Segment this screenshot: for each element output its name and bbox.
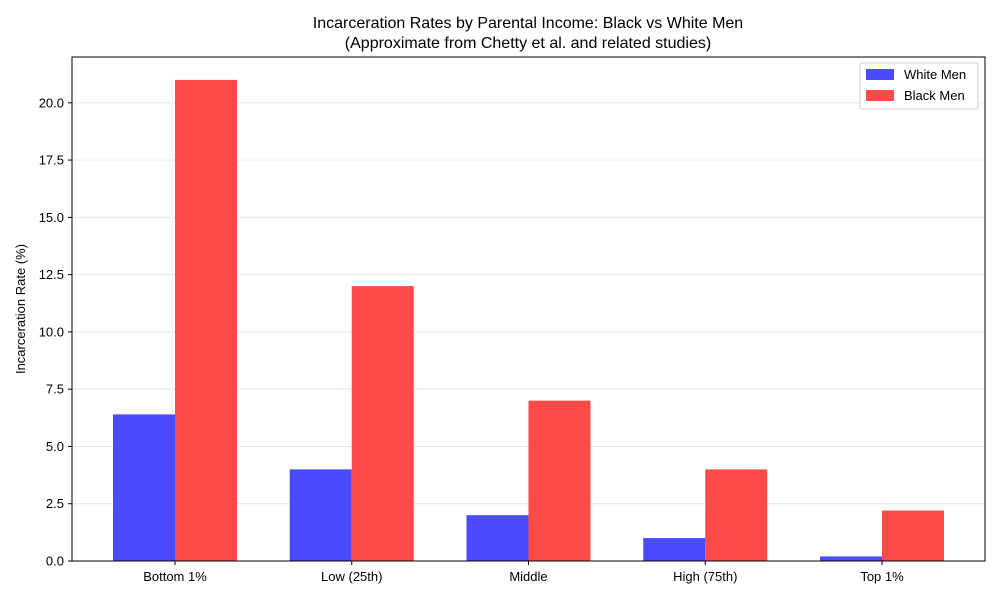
legend-label-white-men: White Men: [904, 67, 966, 82]
chart-title: Incarceration Rates by Parental Income: …: [313, 15, 743, 32]
bar-white-men-2: [466, 515, 529, 561]
bar-black-men-3: [705, 469, 768, 561]
y-tick-label: 20.0: [39, 95, 64, 110]
y-axis-label: Incarceration Rate (%): [13, 244, 28, 374]
y-tick-label: 17.5: [39, 153, 64, 168]
chart-subtitle: (Approximate from Chetty et al. and rela…: [345, 35, 711, 52]
x-tick-label: Top 1%: [860, 569, 904, 584]
legend-swatch-white-men: [866, 69, 894, 80]
bar-white-men-3: [643, 538, 706, 561]
bar-white-men-1: [289, 469, 352, 561]
ticks: 0.0 2.5 5.0 7.5 10.0 12.5 15.0 17.5 20.0 Bottom 1…: [39, 95, 904, 584]
x-tick-label: Middle: [509, 569, 547, 584]
y-tick-label: 0.0: [46, 554, 64, 569]
y-tick-label: 12.5: [39, 267, 64, 282]
bar-black-men-1: [351, 286, 414, 561]
bar-white-men-4: [820, 556, 882, 561]
y-tick-label: 5.0: [46, 439, 64, 454]
bar-black-men-0: [175, 79, 237, 561]
legend: White Men Black Men: [859, 62, 979, 110]
bars: [113, 79, 944, 561]
x-tick-label: Bottom 1%: [143, 569, 207, 584]
x-tick-label: High (75th): [673, 569, 737, 584]
y-tick-label: 7.5: [46, 382, 64, 397]
x-tick-label: Low (25th): [321, 569, 382, 584]
bar-black-men-4: [882, 510, 944, 561]
legend-swatch-black-men: [866, 90, 894, 101]
y-tick-label: 2.5: [46, 496, 64, 511]
legend-label-black-men: Black Men: [904, 88, 965, 103]
bar-black-men-2: [528, 400, 591, 561]
y-tick-label: 10.0: [39, 324, 64, 339]
y-tick-label: 15.0: [39, 210, 64, 225]
bar-white-men-0: [113, 414, 175, 561]
